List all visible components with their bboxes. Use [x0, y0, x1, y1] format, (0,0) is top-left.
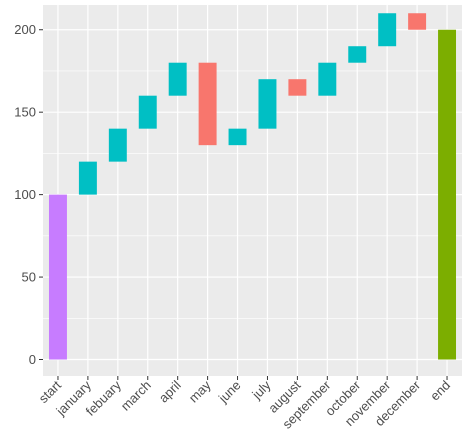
plot-panel	[43, 5, 462, 376]
y-tick-label: 0	[29, 352, 36, 367]
y-tick-label: 50	[22, 270, 36, 285]
y-tick-label: 150	[14, 105, 36, 120]
bar-march	[138, 95, 157, 129]
bar-august	[288, 79, 307, 96]
bar-april	[168, 62, 187, 96]
x-tick-label-end: end	[427, 378, 453, 404]
bar-october	[348, 46, 367, 63]
x-tick-label-june: june	[215, 378, 244, 407]
x-tick-label-july: july	[248, 377, 273, 402]
y-tick-label: 200	[14, 22, 36, 37]
x-tick-label-april: april	[156, 377, 184, 405]
bar-end	[438, 29, 457, 360]
bar-january	[78, 161, 97, 195]
bar-may	[198, 62, 217, 146]
y-axis: 0 50 100 150 200	[14, 22, 43, 367]
bars	[48, 13, 457, 360]
bar-september	[318, 62, 337, 96]
bar-febuary	[108, 128, 127, 162]
bar-start	[48, 194, 67, 360]
bar-june	[228, 128, 247, 146]
y-tick-label: 100	[14, 187, 36, 202]
bar-july	[258, 79, 277, 129]
bar-december	[408, 13, 427, 30]
bar-november	[378, 13, 397, 47]
x-tick-label-may: may	[186, 377, 214, 405]
x-tick-label-march: march	[118, 378, 154, 414]
